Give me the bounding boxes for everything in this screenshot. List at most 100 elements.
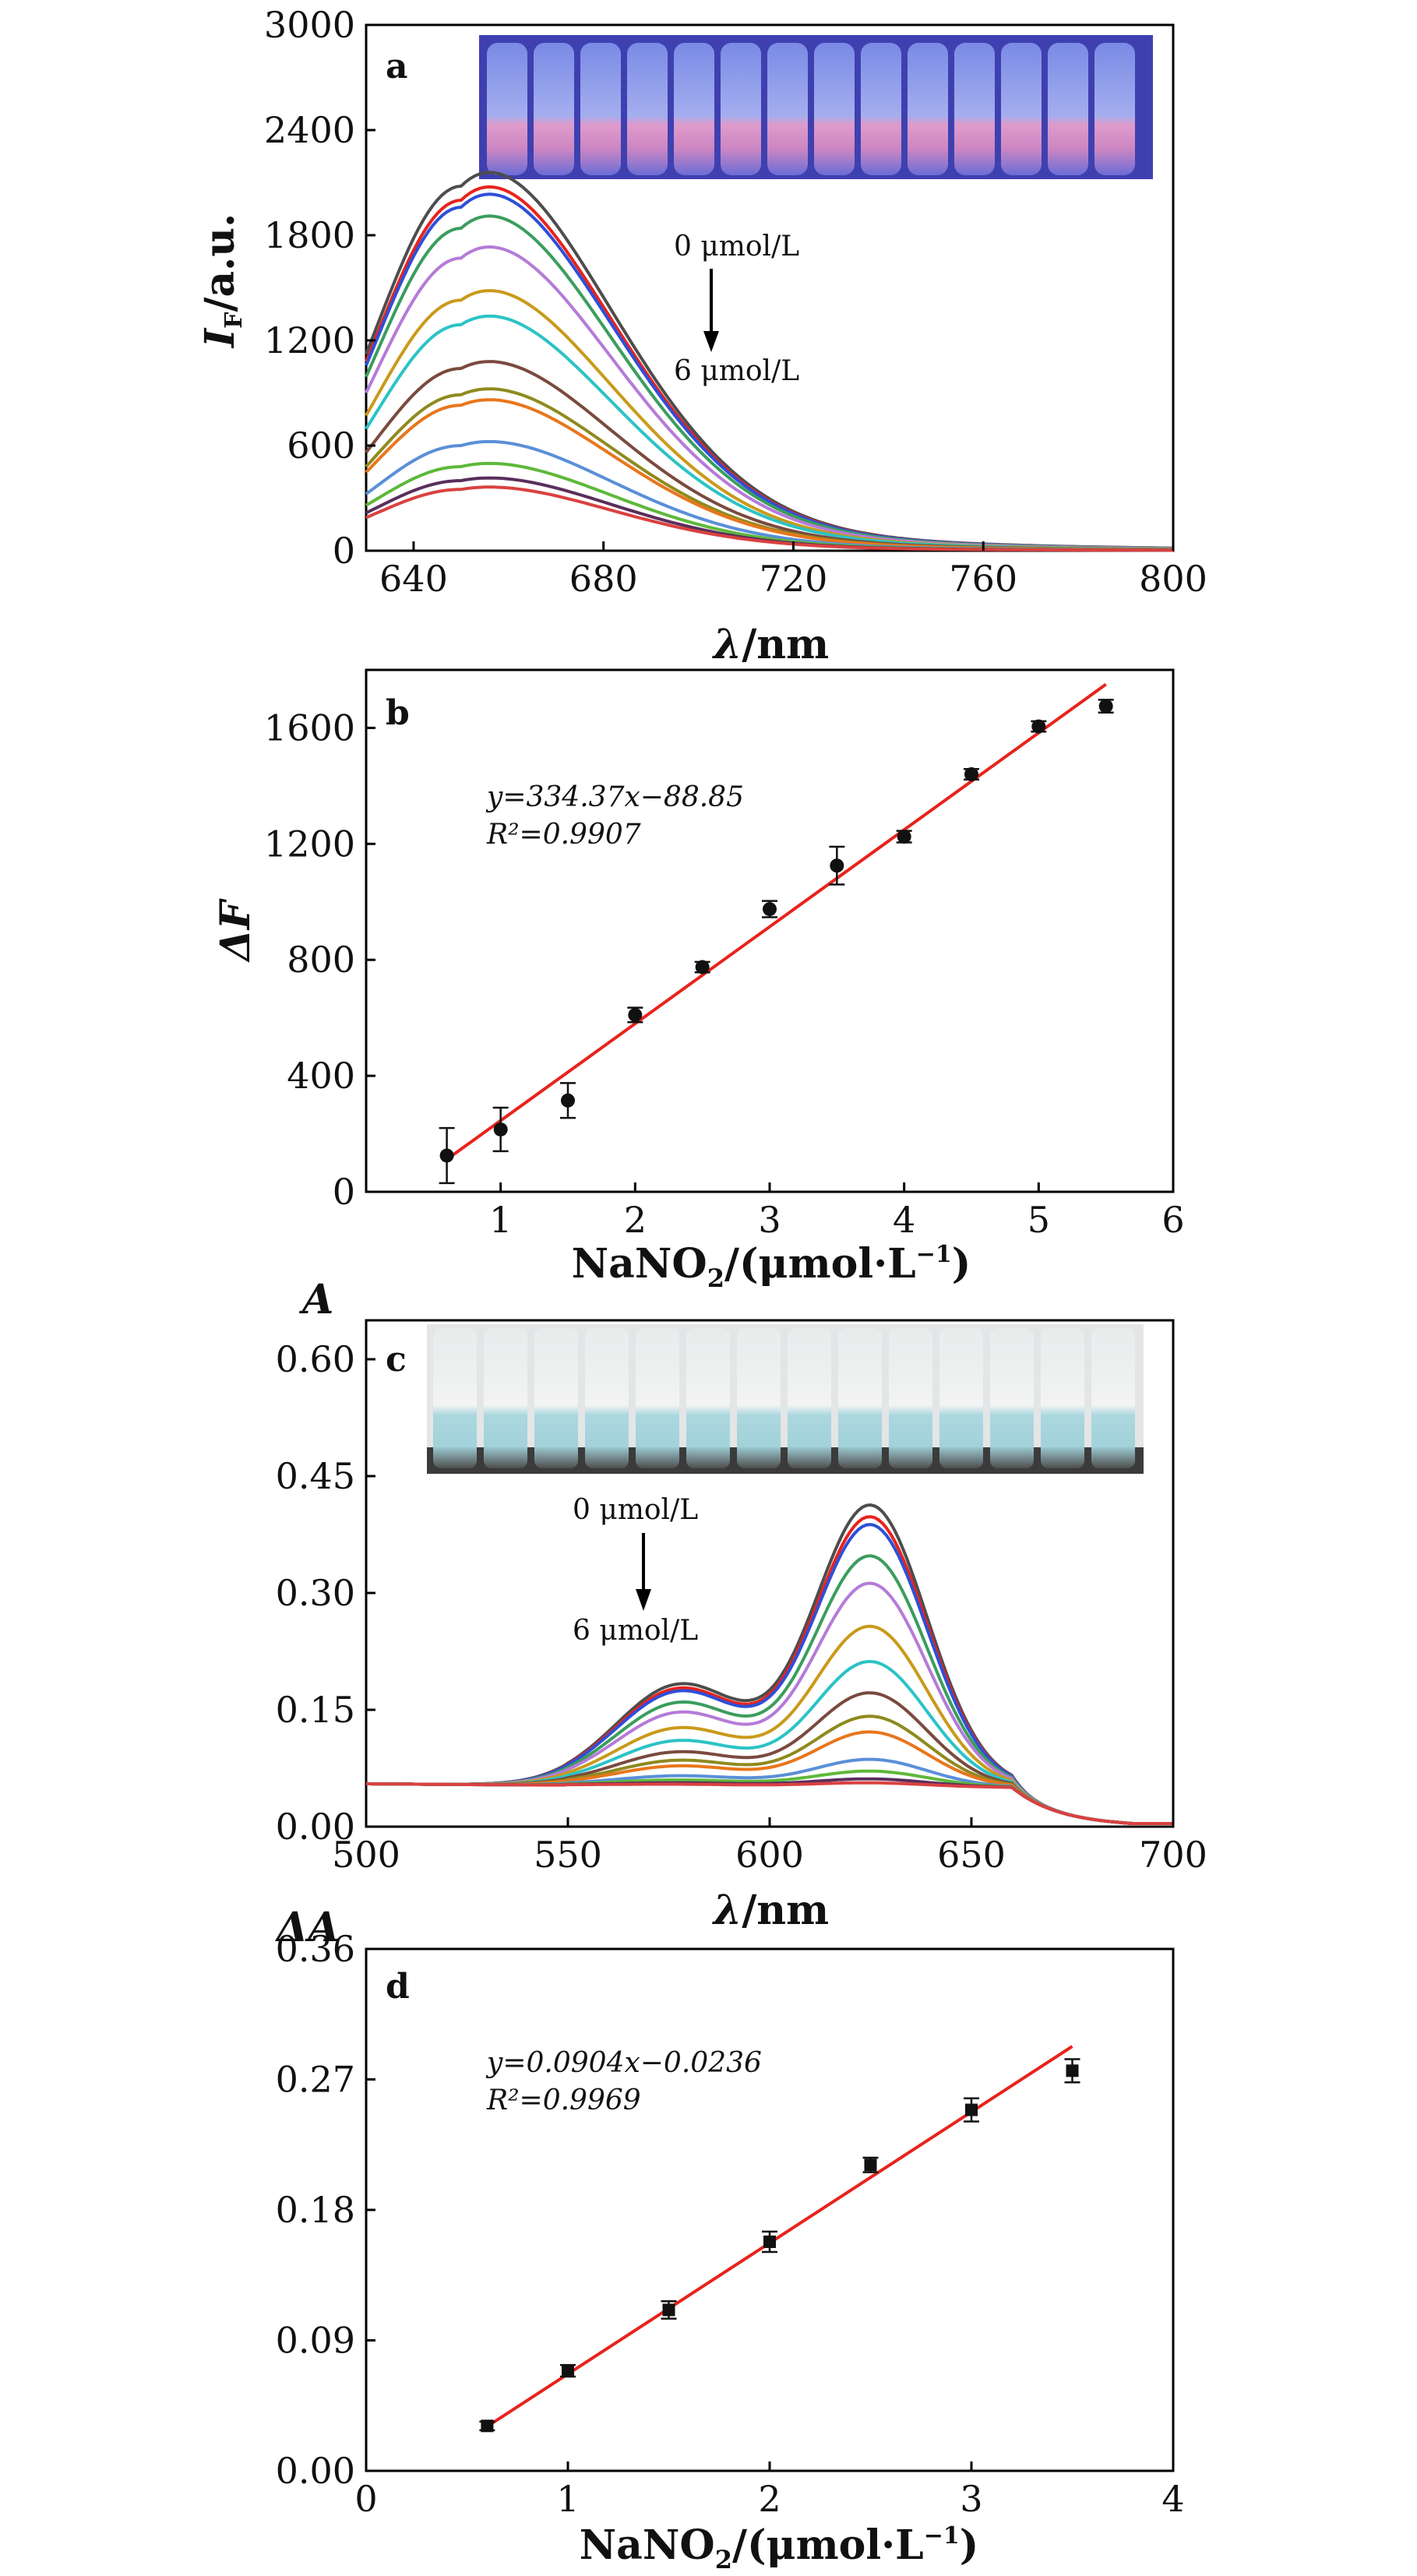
panel-d-r2: R²=0.9969 xyxy=(486,2084,641,2116)
panel-b-ticks: 1 2 3 4 5 6 0 400 800 1200 1600 xyxy=(264,707,1185,1241)
panel-b-xlabel: NaNO2/(μmol·L−1) xyxy=(572,1240,971,1293)
panel-d-point xyxy=(763,2235,776,2248)
panel-a-ytick-label: 1200 xyxy=(264,319,355,361)
panel-a-vial xyxy=(487,43,527,175)
panel-d-xlabel-main: NaNO xyxy=(580,2521,715,2569)
panel-c-ylabel: A xyxy=(298,1276,333,1323)
panel-a-xlabel-main: λ xyxy=(712,621,742,668)
panel-d-point xyxy=(1066,2064,1079,2077)
panel-b-xtick-label: 5 xyxy=(1028,1199,1050,1241)
panel-a-tag: a xyxy=(386,47,408,86)
panel-c-vial xyxy=(990,1328,1034,1468)
panel-c-vial xyxy=(737,1328,781,1468)
panel-d-point xyxy=(965,2103,978,2116)
panel-c-series-line xyxy=(366,1659,1173,1825)
panel-a-ytick-label: 1800 xyxy=(264,214,355,256)
panel-a-xtick-label: 800 xyxy=(1139,558,1207,600)
panel-b-xtick-label: 3 xyxy=(758,1199,781,1241)
panel-d: d y=0.0904x−0.0236 R²=0.9969 0 1 2 3 4 0.00 0.… xyxy=(274,1904,1185,2574)
panel-c-xtick-label: 650 xyxy=(937,1834,1006,1876)
panel-a-vial xyxy=(814,43,855,175)
panel-b-ytick-label: 800 xyxy=(287,939,355,981)
panel-a-series-line xyxy=(365,439,1173,551)
panel-b-ytick-label: 1600 xyxy=(264,707,355,749)
panel-b-xlabel-main: NaNO xyxy=(572,1240,707,1288)
panel-a-anno-bottom: 6 μmol/L xyxy=(674,355,799,387)
panel-b-tag: b xyxy=(386,693,410,733)
panel-d-equation: y=0.0904x−0.0236 xyxy=(485,2047,762,2079)
panel-c-ytick-label: 0.30 xyxy=(276,1572,355,1614)
panel-b-point xyxy=(1098,699,1113,714)
svg-text:λ/nm: λ/nm xyxy=(712,621,829,668)
panel-d-xlabel: NaNO2/(μmol·L−1) xyxy=(580,2521,979,2574)
panel-b-point xyxy=(1031,719,1046,734)
panel-a-vial xyxy=(580,43,621,175)
panel-b-xlabel-unit: /(μmol·L xyxy=(724,1240,916,1288)
panel-c-xlabel: λ/nm xyxy=(712,1887,829,1934)
panel-c-series-line xyxy=(366,1781,1173,1825)
panel-a-ytick-label: 3000 xyxy=(264,4,355,46)
panel-a-inset-photo xyxy=(479,35,1153,179)
panel-d-point xyxy=(562,2364,574,2377)
panel-c-xlabel-unit: /nm xyxy=(742,1887,829,1934)
panel-c-xlabel-main: λ xyxy=(712,1887,742,1934)
panel-a-anno-top: 0 μmol/L xyxy=(674,231,799,263)
panel-a-xtick-label: 640 xyxy=(379,558,448,600)
panel-c-series-line xyxy=(366,1581,1173,1825)
panel-c-ytick-label: 0.60 xyxy=(276,1338,355,1380)
panel-a-vial xyxy=(534,43,574,175)
panel-a-xtick-label: 760 xyxy=(949,558,1017,600)
svg-text:NaNO2/(μmol·L−1): NaNO2/(μmol·L−1) xyxy=(572,1240,971,1293)
panel-a-vial xyxy=(1094,43,1135,175)
panel-c-vial xyxy=(1041,1328,1084,1468)
panel-c-vial xyxy=(838,1328,882,1468)
panel-a-vial xyxy=(721,43,761,175)
panel-c-vial xyxy=(484,1328,527,1468)
panel-c-ytick-label: 0.15 xyxy=(276,1689,355,1731)
panel-b-xtick-label: 6 xyxy=(1161,1199,1184,1241)
panel-d-ylabel: ΔA xyxy=(274,1904,340,1951)
panel-d-xtick-label: 3 xyxy=(960,2478,982,2520)
panel-c-tag: c xyxy=(386,1340,407,1380)
panel-a-xlabel: λ/nm xyxy=(712,621,829,668)
panel-b-point xyxy=(628,1007,643,1022)
panel-c-xtick-label: 600 xyxy=(735,1834,804,1876)
panel-c-vial xyxy=(1091,1328,1135,1468)
panel-d-xtick-label: 2 xyxy=(758,2478,781,2520)
panel-b-ylabel: ΔF xyxy=(212,898,259,963)
panel-c-ticks: 500 550 600 650 700 0.00 0.15 0.30 0.45 0.60 xyxy=(276,1338,1207,1876)
panel-a-vial xyxy=(1001,43,1042,175)
panel-b-point xyxy=(493,1122,508,1136)
panel-c-vial xyxy=(686,1328,730,1468)
svg-text:λ/nm: λ/nm xyxy=(712,1887,829,1934)
panel-d-xtick-label: 1 xyxy=(556,2478,579,2520)
panel-a-vial xyxy=(767,43,808,175)
panel-b-point xyxy=(897,830,911,844)
panel-c-anno-top: 0 μmol/L xyxy=(573,1494,698,1526)
panel-a-ytick-label: 0 xyxy=(333,530,355,572)
panel-a-vial xyxy=(954,43,995,175)
panel-b-xtick-label: 2 xyxy=(624,1199,647,1241)
panel-d-point xyxy=(662,2303,675,2317)
panel-a-ylabel-unit: /a.u. xyxy=(196,213,244,312)
panel-a-vial xyxy=(627,43,668,175)
panel-c-vial xyxy=(433,1328,477,1468)
panel-c: c 500 550 600 650 700 0.00 0.15 0.30 0.45 0.60 0 … xyxy=(276,1276,1207,1934)
panel-c-vial xyxy=(585,1328,629,1468)
panel-d-xtick-label: 4 xyxy=(1161,2478,1184,2520)
panel-c-anno-bottom: 6 μmol/L xyxy=(573,1615,698,1647)
panel-d-ytick-label: 0.36 xyxy=(276,1928,355,1970)
panel-b: b y=334.37x−88.85 R²=0.9907 1 2 3 4 5 6 0 400 80… xyxy=(212,668,1185,1293)
panel-d-xlabel-end: ) xyxy=(960,2521,979,2569)
panel-c-series-line xyxy=(366,1523,1173,1825)
panel-b-point xyxy=(964,767,978,781)
panel-c-ytick-label: 0.45 xyxy=(276,1455,355,1497)
panel-b-plot xyxy=(439,682,1114,1185)
panel-d-ytick-label: 0.18 xyxy=(276,2189,355,2231)
panel-d-point xyxy=(481,2419,494,2433)
panel-a-xtick-label: 680 xyxy=(569,558,638,600)
panel-a-arrowhead xyxy=(703,331,719,352)
panel-b-ytick-label: 400 xyxy=(287,1055,355,1097)
panel-a-vial xyxy=(674,43,714,175)
panel-b-point xyxy=(830,858,844,873)
